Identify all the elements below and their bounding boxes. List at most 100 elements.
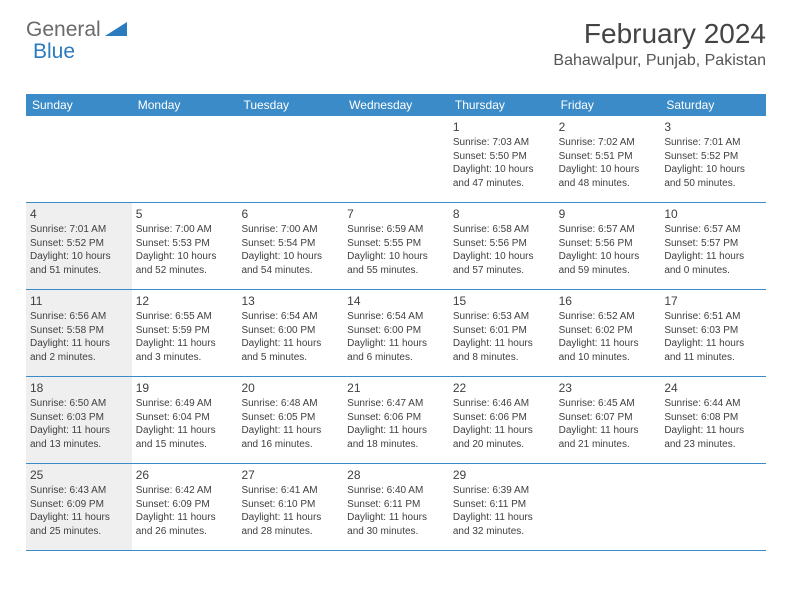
day-day2: and 10 minutes. bbox=[559, 351, 657, 365]
day-cell: 26Sunrise: 6:42 AMSunset: 6:09 PMDayligh… bbox=[132, 464, 238, 550]
day-sunset: Sunset: 6:06 PM bbox=[453, 411, 551, 425]
day-sunrise: Sunrise: 6:45 AM bbox=[559, 397, 657, 411]
day-sunset: Sunset: 5:55 PM bbox=[347, 237, 445, 251]
day-sunset: Sunset: 6:11 PM bbox=[453, 498, 551, 512]
day-cell: 16Sunrise: 6:52 AMSunset: 6:02 PMDayligh… bbox=[555, 290, 661, 376]
day-cell: 3Sunrise: 7:01 AMSunset: 5:52 PMDaylight… bbox=[660, 116, 766, 202]
day-sunrise: Sunrise: 7:00 AM bbox=[136, 223, 234, 237]
day-sunset: Sunset: 6:00 PM bbox=[347, 324, 445, 338]
day-day1: Daylight: 11 hours bbox=[664, 424, 762, 438]
day-header-thursday: Thursday bbox=[449, 94, 555, 116]
day-number: 23 bbox=[559, 380, 657, 396]
day-day2: and 6 minutes. bbox=[347, 351, 445, 365]
day-sunrise: Sunrise: 6:47 AM bbox=[347, 397, 445, 411]
day-cell: 25Sunrise: 6:43 AMSunset: 6:09 PMDayligh… bbox=[26, 464, 132, 550]
day-sunset: Sunset: 6:06 PM bbox=[347, 411, 445, 425]
day-day2: and 18 minutes. bbox=[347, 438, 445, 452]
day-sunrise: Sunrise: 7:01 AM bbox=[664, 136, 762, 150]
day-sunrise: Sunrise: 6:43 AM bbox=[30, 484, 128, 498]
day-cell: 29Sunrise: 6:39 AMSunset: 6:11 PMDayligh… bbox=[449, 464, 555, 550]
day-sunset: Sunset: 6:10 PM bbox=[241, 498, 339, 512]
day-day2: and 55 minutes. bbox=[347, 264, 445, 278]
day-sunrise: Sunrise: 7:03 AM bbox=[453, 136, 551, 150]
day-day2: and 16 minutes. bbox=[241, 438, 339, 452]
day-number: 8 bbox=[453, 206, 551, 222]
day-sunrise: Sunrise: 6:42 AM bbox=[136, 484, 234, 498]
day-cell: 19Sunrise: 6:49 AMSunset: 6:04 PMDayligh… bbox=[132, 377, 238, 463]
day-day1: Daylight: 11 hours bbox=[664, 250, 762, 264]
day-sunset: Sunset: 6:03 PM bbox=[664, 324, 762, 338]
day-sunrise: Sunrise: 6:55 AM bbox=[136, 310, 234, 324]
day-cell: 5Sunrise: 7:00 AMSunset: 5:53 PMDaylight… bbox=[132, 203, 238, 289]
day-sunset: Sunset: 6:03 PM bbox=[30, 411, 128, 425]
day-day1: Daylight: 10 hours bbox=[347, 250, 445, 264]
day-cell: 4Sunrise: 7:01 AMSunset: 5:52 PMDaylight… bbox=[26, 203, 132, 289]
day-day1: Daylight: 10 hours bbox=[559, 250, 657, 264]
day-cell: 22Sunrise: 6:46 AMSunset: 6:06 PMDayligh… bbox=[449, 377, 555, 463]
day-header-friday: Friday bbox=[555, 94, 661, 116]
day-cell: 20Sunrise: 6:48 AMSunset: 6:05 PMDayligh… bbox=[237, 377, 343, 463]
day-number: 5 bbox=[136, 206, 234, 222]
day-sunset: Sunset: 5:54 PM bbox=[241, 237, 339, 251]
day-cell: 23Sunrise: 6:45 AMSunset: 6:07 PMDayligh… bbox=[555, 377, 661, 463]
header: General February 2024 Bahawalpur, Punjab… bbox=[26, 18, 766, 70]
day-cell-empty bbox=[343, 116, 449, 202]
day-number: 14 bbox=[347, 293, 445, 309]
day-number: 11 bbox=[30, 293, 128, 309]
day-number: 22 bbox=[453, 380, 551, 396]
day-day2: and 5 minutes. bbox=[241, 351, 339, 365]
day-sunset: Sunset: 6:04 PM bbox=[136, 411, 234, 425]
day-day2: and 23 minutes. bbox=[664, 438, 762, 452]
day-sunrise: Sunrise: 6:48 AM bbox=[241, 397, 339, 411]
day-number: 17 bbox=[664, 293, 762, 309]
title-block: February 2024 Bahawalpur, Punjab, Pakist… bbox=[553, 18, 766, 70]
day-sunset: Sunset: 6:09 PM bbox=[30, 498, 128, 512]
day-day2: and 57 minutes. bbox=[453, 264, 551, 278]
day-sunset: Sunset: 5:52 PM bbox=[664, 150, 762, 164]
day-sunrise: Sunrise: 6:40 AM bbox=[347, 484, 445, 498]
day-sunrise: Sunrise: 7:01 AM bbox=[30, 223, 128, 237]
day-day1: Daylight: 10 hours bbox=[136, 250, 234, 264]
logo-text-general: General bbox=[26, 18, 101, 42]
day-sunrise: Sunrise: 6:57 AM bbox=[559, 223, 657, 237]
day-day2: and 26 minutes. bbox=[136, 525, 234, 539]
day-sunrise: Sunrise: 6:52 AM bbox=[559, 310, 657, 324]
day-cell: 14Sunrise: 6:54 AMSunset: 6:00 PMDayligh… bbox=[343, 290, 449, 376]
week-row: 18Sunrise: 6:50 AMSunset: 6:03 PMDayligh… bbox=[26, 377, 766, 464]
day-cell: 1Sunrise: 7:03 AMSunset: 5:50 PMDaylight… bbox=[449, 116, 555, 202]
day-day1: Daylight: 11 hours bbox=[453, 424, 551, 438]
day-sunset: Sunset: 5:59 PM bbox=[136, 324, 234, 338]
day-day2: and 11 minutes. bbox=[664, 351, 762, 365]
day-sunrise: Sunrise: 6:58 AM bbox=[453, 223, 551, 237]
day-day1: Daylight: 10 hours bbox=[453, 163, 551, 177]
day-cell: 27Sunrise: 6:41 AMSunset: 6:10 PMDayligh… bbox=[237, 464, 343, 550]
logo-triangle-icon bbox=[105, 20, 127, 41]
day-day1: Daylight: 11 hours bbox=[559, 337, 657, 351]
day-number: 29 bbox=[453, 467, 551, 483]
day-sunset: Sunset: 6:02 PM bbox=[559, 324, 657, 338]
day-day1: Daylight: 11 hours bbox=[136, 424, 234, 438]
day-header-saturday: Saturday bbox=[660, 94, 766, 116]
day-number: 16 bbox=[559, 293, 657, 309]
day-day1: Daylight: 11 hours bbox=[453, 337, 551, 351]
day-number: 20 bbox=[241, 380, 339, 396]
day-day1: Daylight: 11 hours bbox=[136, 337, 234, 351]
day-day1: Daylight: 11 hours bbox=[241, 424, 339, 438]
week-row: 11Sunrise: 6:56 AMSunset: 5:58 PMDayligh… bbox=[26, 290, 766, 377]
week-row: 1Sunrise: 7:03 AMSunset: 5:50 PMDaylight… bbox=[26, 116, 766, 203]
day-day1: Daylight: 11 hours bbox=[241, 337, 339, 351]
day-cell-empty bbox=[26, 116, 132, 202]
month-title: February 2024 bbox=[553, 18, 766, 50]
day-day2: and 47 minutes. bbox=[453, 177, 551, 191]
day-day2: and 51 minutes. bbox=[30, 264, 128, 278]
day-number: 7 bbox=[347, 206, 445, 222]
day-cell: 24Sunrise: 6:44 AMSunset: 6:08 PMDayligh… bbox=[660, 377, 766, 463]
day-cell: 21Sunrise: 6:47 AMSunset: 6:06 PMDayligh… bbox=[343, 377, 449, 463]
day-day2: and 50 minutes. bbox=[664, 177, 762, 191]
day-day1: Daylight: 11 hours bbox=[559, 424, 657, 438]
day-cell: 8Sunrise: 6:58 AMSunset: 5:56 PMDaylight… bbox=[449, 203, 555, 289]
day-sunrise: Sunrise: 6:44 AM bbox=[664, 397, 762, 411]
day-day1: Daylight: 11 hours bbox=[30, 424, 128, 438]
day-day2: and 20 minutes. bbox=[453, 438, 551, 452]
day-day1: Daylight: 10 hours bbox=[453, 250, 551, 264]
